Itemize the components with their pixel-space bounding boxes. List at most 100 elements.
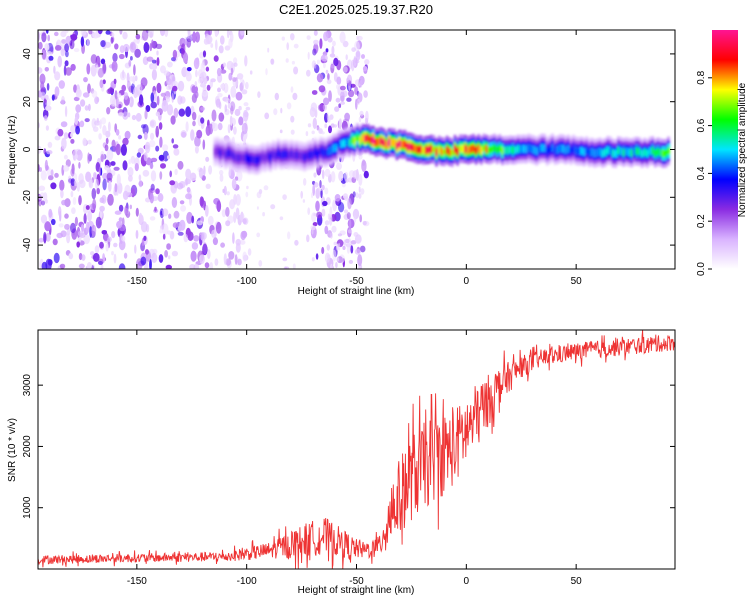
heatmap-noise-cell xyxy=(242,109,249,122)
heatmap-noise-cell xyxy=(141,124,146,129)
heatmap-noise-cell xyxy=(124,130,131,140)
heatmap-noise-cell xyxy=(113,78,117,85)
heatmap-noise-cell xyxy=(124,205,129,216)
heatmap-noise-cell xyxy=(91,224,97,237)
heatmap-noise-cell xyxy=(326,111,329,120)
heatmap-x-tick-label: -50 xyxy=(349,276,364,287)
heatmap-noise-cell xyxy=(327,213,330,220)
heatmap-noise-cell xyxy=(127,174,133,182)
heatmap-noise-cell xyxy=(164,30,169,38)
heatmap-noise-cell xyxy=(119,30,123,35)
heatmap-ridge-cell xyxy=(358,136,362,145)
heatmap-noise-cell xyxy=(167,61,173,68)
heatmap-noise-cell xyxy=(324,187,329,195)
heatmap-noise-cell xyxy=(114,183,118,193)
heatmap-noise-cell xyxy=(144,141,151,154)
heatmap-noise-cell xyxy=(132,75,135,85)
heatmap-noise-cell xyxy=(205,125,211,136)
heatmap-ridge-cell xyxy=(321,148,325,156)
heatmap-noise-cell xyxy=(347,229,353,234)
heatmap-noise-cell xyxy=(113,253,117,264)
heatmap-noise-cell xyxy=(231,178,237,190)
heatmap-noise-cell xyxy=(106,107,111,115)
heatmap-noise-cell xyxy=(256,232,261,238)
heatmap-noise-cell xyxy=(356,98,361,106)
heatmap-noise-cell xyxy=(74,216,78,227)
heatmap-ridge-cell xyxy=(398,140,401,148)
heatmap-noise-cell xyxy=(224,45,231,51)
heatmap-ridge-cell xyxy=(400,140,404,149)
heatmap-noise-cell xyxy=(138,94,144,106)
heatmap-noise-cell xyxy=(286,42,290,51)
heatmap-ridge-cell xyxy=(590,148,594,156)
heatmap-noise-cell xyxy=(194,31,200,43)
heatmap-noise-cell xyxy=(292,92,298,101)
heatmap-noise-cell xyxy=(97,260,103,265)
heatmap-noise-cell xyxy=(135,229,139,239)
heatmap-noise-cell xyxy=(171,250,178,257)
heatmap-ridge-cell xyxy=(469,145,473,154)
heatmap-noise-cell xyxy=(267,47,270,53)
heatmap-ridge-cell xyxy=(269,153,272,162)
heatmap-noise-cell xyxy=(60,48,65,57)
heatmap-noise-cell xyxy=(351,59,355,72)
heatmap-noise-cell xyxy=(191,215,195,224)
heatmap-noise-cell xyxy=(100,40,106,48)
heatmap-noise-cell xyxy=(111,60,118,72)
heatmap-ridge-cell xyxy=(559,144,562,153)
heatmap-noise-cell xyxy=(335,97,341,103)
heatmap-noise-cell xyxy=(235,242,241,253)
heatmap-ridge-cell xyxy=(216,147,220,155)
heatmap-noise-cell xyxy=(106,149,114,161)
heatmap-noise-cell xyxy=(149,258,152,269)
heatmap-ridge-cell xyxy=(435,148,438,156)
heatmap-noise-cell xyxy=(364,59,370,65)
heatmap-noise-cell xyxy=(169,180,176,186)
heatmap-noise-cell xyxy=(95,178,99,190)
heatmap-noise-cell xyxy=(48,208,53,218)
heatmap-noise-cell xyxy=(78,263,85,269)
heatmap-ridge-cell xyxy=(332,144,336,153)
heatmap-noise-cell xyxy=(331,45,335,56)
heatmap-x-tick-label: -150 xyxy=(127,276,147,287)
heatmap-noise-cell xyxy=(171,92,174,103)
heatmap-noise-cell xyxy=(321,54,328,62)
heatmap-ridge-cell xyxy=(511,146,515,154)
heatmap-noise-cell xyxy=(240,211,244,223)
heatmap-noise-cell xyxy=(340,101,345,105)
heatmap-noise-cell xyxy=(108,121,111,133)
heatmap-noise-cell xyxy=(39,167,42,172)
heatmap-ridge-cell xyxy=(406,142,409,151)
heatmap-noise-cell xyxy=(93,120,101,126)
heatmap-noise-cell xyxy=(161,100,169,112)
snr-x-ticks: -150 -100 -50 0 50 xyxy=(127,330,582,587)
heatmap-ridge-cell xyxy=(237,154,241,162)
heatmap-noise-cell xyxy=(165,264,172,269)
heatmap-noise-cell xyxy=(202,139,206,150)
heatmap-noise-cell xyxy=(143,235,147,241)
heatmap-noise-cell xyxy=(138,179,143,188)
heatmap-noise-cell xyxy=(70,190,74,198)
heatmap-noise-cell xyxy=(158,154,165,161)
heatmap-noise-cell xyxy=(123,92,129,100)
snr-x-tick-label: 0 xyxy=(464,576,470,587)
heatmap-noise-cell xyxy=(134,163,139,172)
heatmap-noise-cell xyxy=(92,126,99,132)
heatmap-noise-cell xyxy=(78,195,82,206)
heatmap-noise-cell xyxy=(97,67,105,78)
heatmap-noise-cell xyxy=(193,57,200,70)
heatmap-noise-cell xyxy=(92,198,97,210)
heatmap-noise-cell xyxy=(43,148,47,155)
heatmap-ridge-cell xyxy=(340,140,343,148)
heatmap-noise-cell xyxy=(70,222,76,234)
heatmap-noise-cell xyxy=(228,72,233,81)
heatmap-noise-cell xyxy=(130,155,136,164)
heatmap-ridge-cell xyxy=(601,149,604,158)
heatmap-noise-cell xyxy=(315,200,320,212)
heatmap-noise-cell xyxy=(331,225,337,233)
snr-panel: -150 -100 -50 0 50 1000 2000 3000 Height of st… xyxy=(7,329,676,596)
heatmap-noise-cell xyxy=(114,43,119,50)
heatmap-noise-cell xyxy=(348,218,352,230)
heatmap-ridge-cell xyxy=(522,145,525,153)
snr-x-tick-label: -150 xyxy=(127,576,147,587)
